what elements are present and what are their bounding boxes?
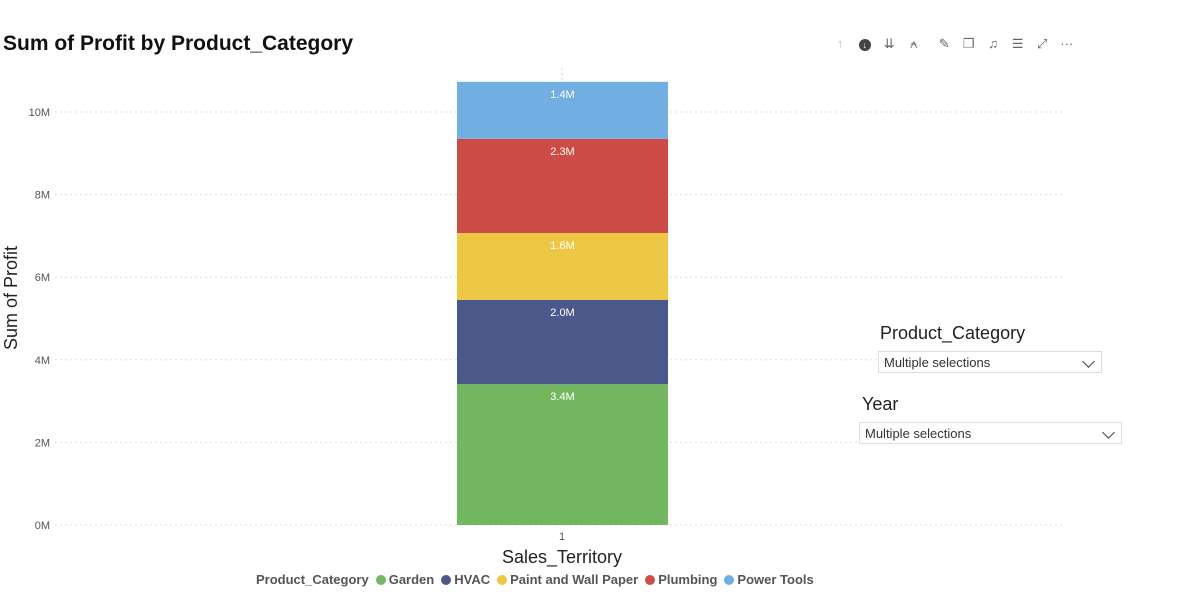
filter-icon[interactable]: ☰ [1011,36,1024,51]
chevron-down-icon [1082,355,1095,368]
year-dropdown-value: Multiple selections [865,426,972,441]
legend-dot-icon [441,574,452,585]
visual-toolbar: ↑ ↓ ⇊ ⍲ ✎ ❐ ♫ ☰ ⤢ ··· [828,35,1079,53]
copy-icon[interactable]: ❐ [962,36,975,51]
y-tick-label: 8M [35,190,50,202]
data-label: 2.3M [550,146,574,158]
chevron-down-icon [1102,426,1115,439]
legend-label: Plumbing [658,572,718,587]
legend-dot-icon [375,574,386,585]
legend-item[interactable]: HVAC [441,572,490,587]
legend-dot-icon [497,574,508,585]
x-axis-title: Sales_Territory [502,547,622,568]
data-label: 1.6M [550,240,574,252]
data-label: 1.4M [550,89,574,101]
x-tick-label: 1 [559,531,565,543]
focus-icon[interactable]: ⤢ [1037,36,1048,51]
data-label: 2.0M [550,307,574,319]
year-dropdown[interactable]: Multiple selections [859,422,1122,444]
hierarchy-icon[interactable]: ⍲ [909,36,918,51]
y-tick-label: 4M [35,355,50,367]
legend-label: Paint and Wall Paper [510,572,639,587]
bar-segment-hvac[interactable] [457,299,668,385]
y-tick-label: 10M [29,107,50,119]
legend-item[interactable]: Power Tools [724,572,814,587]
product-category-dropdown-value: Multiple selections [884,355,991,370]
legend-title: Product_Category [256,572,369,587]
pin-icon[interactable]: ✎ [938,36,950,51]
arrow-up-icon[interactable]: ↑ [837,36,844,51]
expand-all-icon[interactable]: ⇊ [883,36,895,51]
y-tick-label: 0M [35,520,50,532]
drill-down-icon[interactable]: ↓ [853,35,878,53]
legend-dot-icon [724,574,735,585]
bell-icon[interactable]: ♫ [988,36,999,51]
bar-segment-garden[interactable] [457,384,668,525]
legend: Product_Category Garden HVAC Paint and Wal… [256,572,814,587]
legend-label: Power Tools [737,572,814,587]
bar-segment-power-tools[interactable] [457,81,668,139]
y-axis-title: Sum of Profit [1,246,21,350]
chart-title: Sum of Profit by Product_Category [3,32,354,55]
product-category-slicer-title: Product_Category [880,323,1026,343]
legend-label: Garden [388,572,435,587]
bar-segment-plumbing[interactable] [457,138,668,234]
product-category-dropdown[interactable]: Multiple selections [878,351,1102,373]
bar-segment-paint-and-wall-paper[interactable] [457,233,668,300]
legend-dot-icon [645,574,656,585]
legend-item[interactable]: Paint and Wall Paper [497,572,638,587]
year-slicer-title: Year [862,394,899,414]
data-label: 3.4M [550,391,574,403]
legend-item[interactable]: Plumbing [645,572,717,587]
y-tick-label: 6M [35,272,50,284]
legend-item[interactable]: Garden [375,572,435,587]
more-icon[interactable]: ··· [1060,36,1074,51]
y-tick-label: 2M [35,437,50,449]
legend-label: HVAC [454,572,491,587]
